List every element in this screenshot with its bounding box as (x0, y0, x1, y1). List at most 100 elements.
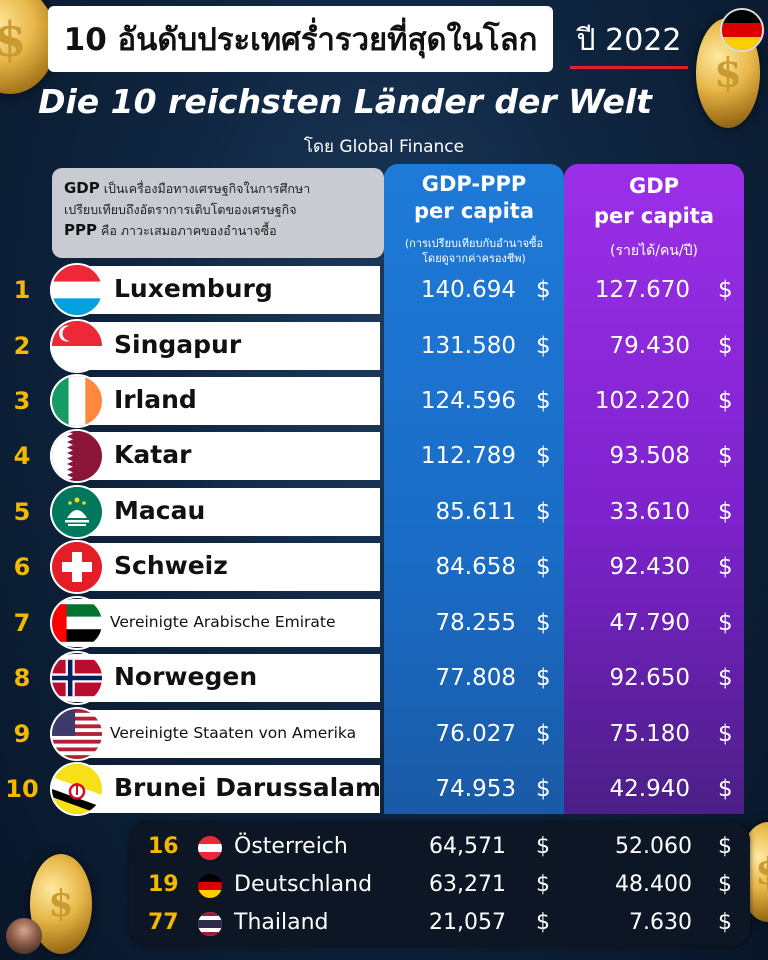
currency-symbol: $ (536, 610, 551, 636)
gdp-value: 102.220 (594, 388, 690, 414)
gdp-value: 48.400 (615, 872, 692, 897)
table-row: 7 Vereinigte Arabische Emirate 78.255 $ … (0, 597, 768, 649)
rank-number: 7 (13, 609, 31, 637)
rank-number: 8 (13, 664, 31, 692)
gdp-value: 93.508 (609, 443, 690, 469)
gdp-value: 47.790 (609, 610, 690, 636)
currency-symbol: $ (718, 910, 732, 935)
gdp-ppp-value: 78.255 (435, 610, 516, 636)
gdp-ppp-column: GDP-PPP per capita (การเปรียบเทียบกับอำน… (384, 164, 564, 814)
currency-symbol: $ (718, 499, 733, 525)
germany-flag-icon (198, 874, 222, 898)
gdp-value: 79.430 (609, 333, 690, 359)
gdp-value: 52.060 (615, 834, 692, 859)
name-bar (50, 543, 380, 591)
table-row: 19 Deutschland 63,271 $ 48.400 $ (130, 866, 750, 904)
gdp-ppp-value: 112.789 (420, 443, 516, 469)
gdp-header-1: GDP (628, 174, 680, 198)
gdp-ppp-value: 124.596 (420, 388, 516, 414)
uae-flag-icon (52, 598, 102, 648)
currency-symbol: $ (718, 665, 733, 691)
currency-symbol: $ (536, 872, 550, 897)
ppp-subheader-1: (การเปรียบเทียบกับอำนาจซื้อ (404, 237, 544, 250)
rank-number: 5 (13, 498, 31, 526)
country-name: Brunei Darussalam (114, 773, 382, 802)
currency-symbol: $ (718, 872, 732, 897)
country-name: Österreich (234, 834, 348, 859)
currency-symbol: $ (718, 388, 733, 414)
gdp-value: 92.650 (609, 665, 690, 691)
rank-number: 16 (148, 834, 179, 859)
currency-symbol: $ (718, 554, 733, 580)
dollar-coin-icon: $ (0, 0, 56, 94)
country-name: Luxemburg (114, 274, 273, 303)
currency-symbol: $ (536, 388, 551, 414)
currency-symbol: $ (718, 721, 733, 747)
gdp-ppp-value: 74.953 (435, 776, 516, 802)
ppp-header-1: GDP-PPP (421, 172, 527, 196)
name-bar (50, 710, 380, 758)
austria-flag-icon (198, 836, 222, 860)
ppp-header-2: per capita (413, 199, 534, 223)
norway-flag-icon (52, 653, 102, 703)
gdp-ppp-value: 21,057 (429, 910, 506, 935)
germany-flag-icon (720, 8, 764, 52)
name-bar (50, 322, 380, 370)
ppp-subheader-2: โดยดูจากค่าครองชีพ) (422, 252, 526, 265)
gdp-ppp-value: 84.658 (435, 554, 516, 580)
gdp-value: 42.940 (609, 776, 690, 802)
singapore-flag-icon (52, 321, 102, 371)
usa-flag-icon (52, 709, 102, 759)
currency-symbol: $ (536, 333, 551, 359)
name-bar (50, 654, 380, 702)
table-row: 3 Irland 124.596 $ 102.220 $ (0, 375, 768, 427)
name-bar (50, 599, 380, 647)
source-label: โดย Global Finance (303, 137, 465, 157)
rank-number: 6 (13, 553, 31, 581)
currency-symbol: $ (536, 721, 551, 747)
table-row: 2 Singapur 131.580 $ 79.430 $ (0, 320, 768, 372)
country-name: Vereinigte Arabische Emirate (110, 613, 336, 631)
country-name: Macau (114, 496, 206, 525)
currency-symbol: $ (536, 665, 551, 691)
country-name: Norwegen (114, 662, 258, 691)
currency-symbol: $ (718, 610, 733, 636)
rank-number: 10 (5, 775, 39, 803)
dollar-coin-icon: $ (696, 18, 760, 128)
country-name: Katar (114, 440, 192, 469)
gdp-value: 127.670 (594, 277, 690, 303)
switzerland-flag-icon (52, 542, 102, 592)
definition-note: GDP เป็นเครื่องมือทางเศรษฐกิจในการศึกษา … (52, 168, 384, 258)
currency-symbol: $ (536, 443, 551, 469)
country-name: Schweiz (114, 551, 228, 580)
qatar-flag-icon (52, 431, 102, 481)
gdp-value: 33.610 (609, 499, 690, 525)
name-bar (50, 765, 380, 813)
rank-number: 19 (148, 872, 179, 897)
name-bar (50, 377, 380, 425)
avatar (6, 918, 42, 954)
table-row: 10 Brunei Darussalam 74.953 $ 42.940 $ (0, 763, 768, 815)
ireland-flag-icon (52, 376, 102, 426)
name-bar (50, 432, 380, 480)
gdp-ppp-value: 76.027 (435, 721, 516, 747)
gdp-ppp-value: 64,571 (429, 834, 506, 859)
currency-symbol: $ (718, 776, 733, 802)
table-row: 5 Macau 85.611 $ 33.610 $ (0, 486, 768, 538)
name-bar (50, 266, 380, 314)
rank-number: 77 (148, 910, 179, 935)
gdp-ppp-value: 77.808 (435, 665, 516, 691)
gdp-value: 7.630 (629, 910, 692, 935)
currency-symbol: $ (536, 776, 551, 802)
country-name: Thailand (234, 910, 329, 935)
table-row: 8 Norwegen 77.808 $ 92.650 $ (0, 652, 768, 704)
thailand-flag-icon (198, 912, 222, 936)
table-row: 1 Luxemburg 140.694 $ 127.670 $ (0, 264, 768, 316)
gdp-definition: เป็นเครื่องมือทางเศรษฐกิจในการศึกษา (99, 181, 311, 196)
rank-number: 3 (13, 387, 31, 415)
name-bar (50, 488, 380, 536)
ppp-term: PPP (64, 221, 97, 239)
rank-number: 1 (13, 276, 31, 304)
currency-symbol: $ (536, 554, 551, 580)
year-label: ปี 2022 (570, 14, 688, 69)
